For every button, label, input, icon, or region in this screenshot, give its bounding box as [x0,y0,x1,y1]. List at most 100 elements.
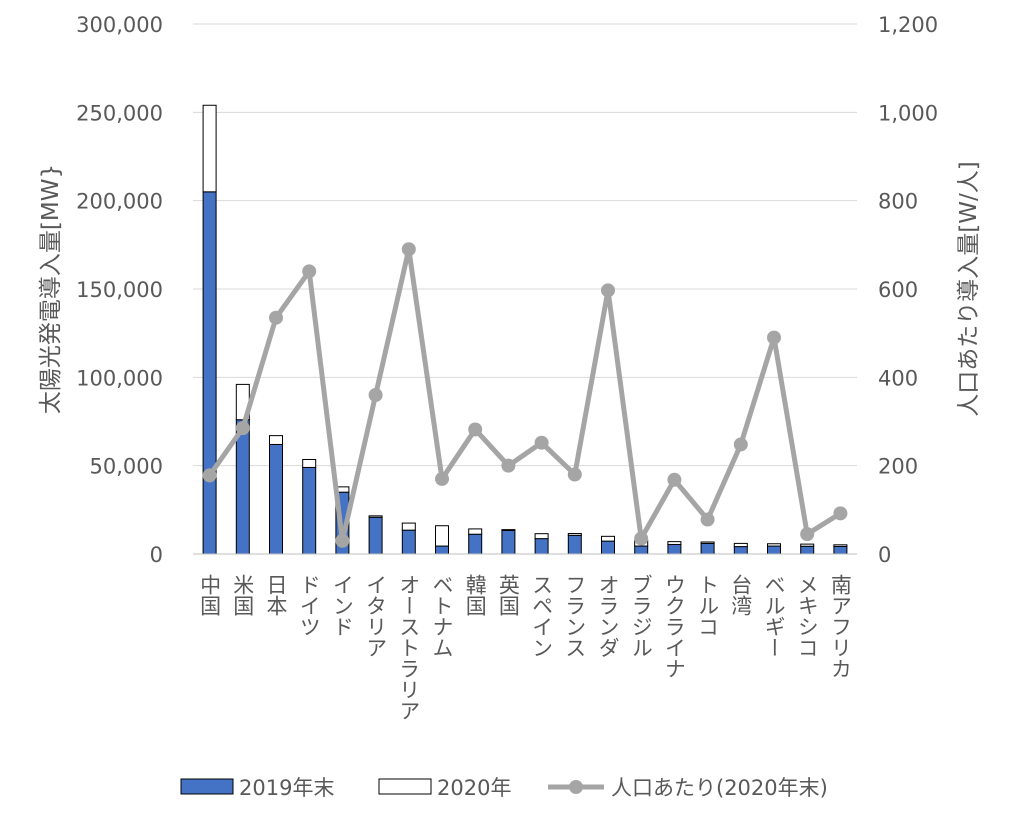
x-tick-label: イタリア [364,574,388,658]
bar-2019 [634,545,649,555]
per-capita-point [435,471,449,486]
y2-tick-label: 0 [878,543,891,567]
bar-2020 [733,542,748,548]
legend-label-2020: 2020年 [437,776,511,800]
bar-2019 [302,466,317,555]
per-capita-point [501,458,516,473]
per-capita-point [468,422,483,437]
bar-2019 [269,443,283,555]
per-capita-point [368,388,383,402]
x-tick-label: 韓国 [463,574,487,616]
bar-2019 [235,419,250,555]
y2-tick-label: 1,000 [878,101,938,125]
bar-2020 [435,525,449,547]
bar-2020 [601,535,615,542]
bar-2019 [667,543,682,555]
bar-2019 [767,545,781,555]
bar-2019 [601,540,615,555]
y-tick-label: 300,000 [76,13,163,37]
per-capita-point [269,310,283,325]
bar-2019 [534,538,549,555]
x-tick-label: オランダ [596,574,620,658]
y-tick-label: 0 [150,543,163,567]
x-tick-label: ベルギー [762,574,786,658]
bar-2019 [468,533,483,555]
y-axis-title: 太陽光発電導入量[MW} [38,164,64,414]
bars [202,104,848,555]
axes: 0 0 50,000 200 100,000 400 150,000 600 200,000 80… [38,13,982,721]
legend-marker-per-capita [569,780,583,794]
x-tick-label: ベトナム [430,574,454,658]
x-tick-label: メキシコ [795,574,819,658]
x-tick-label: トルコ [696,574,720,637]
y2-tick-label: 200 [878,455,918,479]
per-capita-point [335,533,350,548]
bar-2020 [368,515,383,518]
y2-tick-label: 1,200 [878,13,938,37]
x-tick-label: 南アフリカ [828,574,852,679]
per-capita-point [667,472,682,487]
per-capita-point [733,437,748,452]
bar-2020 [833,544,848,547]
x-tick-label: インド [330,574,354,637]
bar-2019 [733,546,748,555]
legend-swatch-2019 [180,778,234,795]
bar-2020 [534,533,549,540]
per-capita-point [634,531,649,546]
x-tick-label: 英国 [496,574,520,616]
bar-2020 [667,541,682,545]
bar-2020 [567,533,582,536]
x-tick-label: ブラジル [629,574,653,658]
x-tick-label: ドイツ [297,574,321,637]
bar-2020 [269,435,283,445]
per-capita-point [767,330,781,345]
per-capita-point [202,468,217,483]
bar-2020 [202,104,217,193]
per-capita-point [700,512,715,527]
per-capita-point [401,242,416,257]
x-tick-label: 米国 [231,574,255,616]
y2-axis-title: 人口あたり導入量[W/人] [956,161,982,416]
per-capita-line [202,242,848,548]
per-capita-point [302,264,317,279]
y-tick-label: 200,000 [76,190,163,214]
y-tick-label: 250,000 [76,101,163,125]
bar-2019 [700,542,715,555]
y-tick-label: 100,000 [76,366,163,390]
x-tick-label: オーストラリア [397,574,421,721]
x-tick-label: フランス [563,574,587,658]
legend: 2019年末 2020年 人口あたり(2020年末) [180,776,828,800]
per-capita-point [235,421,250,436]
bar-2019 [368,516,383,555]
y2-tick-label: 400 [878,366,918,390]
per-capita-point [833,506,848,521]
bar-2019 [435,545,449,555]
x-tick-label: 日本 [264,574,288,616]
bar-2019 [501,530,516,555]
x-tick-label: ウクライナ [662,574,686,679]
bar-2020 [767,543,781,547]
bar-2020 [401,522,416,531]
bar-2019 [202,191,217,555]
bar-2020 [468,528,483,535]
y2-tick-label: 800 [878,190,918,214]
legend-label-2019: 2019年末 [239,776,334,800]
bar-2020 [700,541,715,544]
bar-2019 [401,529,416,555]
legend-swatch-2020 [378,778,432,795]
y-tick-label: 150,000 [76,278,163,302]
y-tick-label: 50,000 [90,455,163,479]
bar-2020 [800,543,815,547]
bar-2019 [567,534,582,555]
x-tick-label: 台湾 [729,574,753,616]
gridlines [193,23,857,555]
per-capita-point [534,435,549,450]
bar-2019 [800,545,815,555]
legend-label-per-capita: 人口あたり(2020年末) [611,776,828,800]
per-capita-point [567,467,582,482]
per-capita-point [800,527,815,542]
y2-tick-label: 600 [878,278,918,302]
x-tick-label: スペイン [530,574,554,658]
